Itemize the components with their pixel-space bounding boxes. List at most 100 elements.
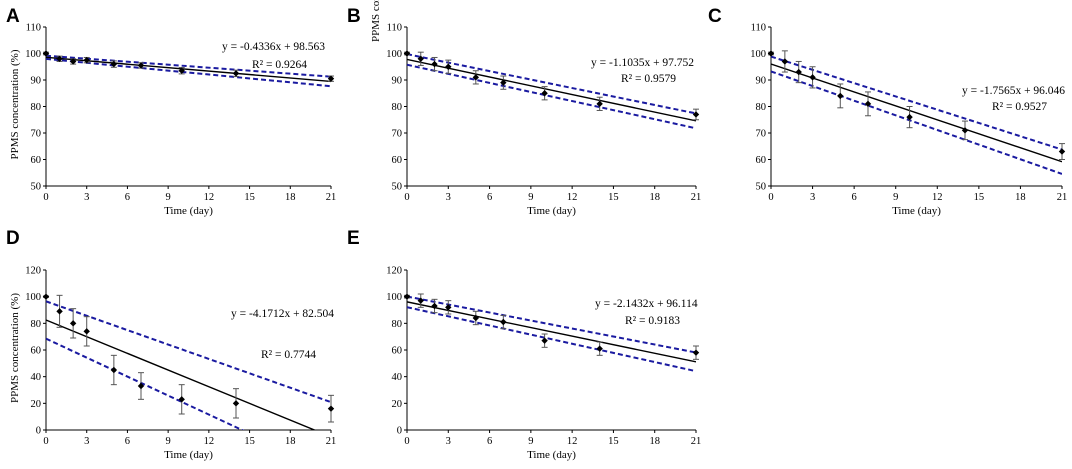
y-tick-label-b: 70 — [392, 129, 403, 140]
y-tick-label-c: 60 — [756, 155, 767, 166]
data-point-b — [500, 79, 507, 86]
x-tick-label-c: 9 — [893, 192, 898, 203]
x-tick-label-b: 15 — [608, 192, 619, 203]
data-point-c — [781, 58, 789, 65]
data-point-e — [403, 293, 411, 300]
data-point-e — [445, 304, 452, 311]
data-point-c — [1058, 148, 1066, 155]
x-tick-label-c: 18 — [1015, 192, 1026, 203]
data-point-b — [472, 74, 480, 81]
panel-letter-e: E — [347, 228, 360, 249]
data-point-c — [864, 100, 872, 108]
equation-label-c: y = -1.7565x + 96.046 — [962, 85, 1065, 97]
x-tick-label-a: 12 — [204, 192, 215, 203]
data-point-b — [692, 111, 700, 118]
ci-lower-line-d — [46, 337, 245, 430]
y-tick-label-a: 110 — [26, 23, 41, 34]
data-point-a — [42, 50, 50, 57]
y-tick-label-e: 80 — [392, 319, 403, 330]
y-axis-title-a: PPMS concentration (%) — [9, 49, 21, 159]
panel-letter-b: B — [347, 6, 361, 27]
data-point-d — [327, 405, 335, 412]
y-axis-title-e: PPMS concentration (%) — [370, 0, 382, 42]
y-tick-label-a: 100 — [25, 49, 41, 60]
x-tick-label-a: 21 — [326, 192, 337, 203]
x-tick-label-e: 3 — [446, 436, 451, 447]
equation-label-a: y = -0.4336x + 98.563 — [222, 41, 325, 53]
ci-upper-line-b — [407, 53, 696, 115]
y-tick-label-e: 40 — [392, 372, 403, 383]
data-point-c — [767, 50, 775, 57]
x-tick-label-e: 12 — [567, 436, 578, 447]
data-point-e — [472, 314, 480, 322]
x-tick-label-c: 3 — [810, 192, 815, 203]
x-tick-label-b: 21 — [691, 192, 702, 203]
fit-line-c — [771, 63, 1062, 163]
data-point-c — [809, 74, 816, 81]
x-tick-label-a: 0 — [43, 192, 48, 203]
y-tick-label-b: 90 — [392, 76, 403, 87]
panel-d: D 0 20 40 60 80 100 120 0 3 6 9 12 15 18 21 Time (day) PP… — [6, 228, 336, 461]
y-tick-label-c: 50 — [756, 182, 767, 193]
x-tick-label-a: 9 — [166, 192, 171, 203]
data-point-b — [431, 60, 438, 68]
x-axis-title-e: Time (day) — [527, 449, 576, 461]
x-axis-title-d: Time (day) — [164, 449, 213, 461]
y-tick-label-b: 60 — [392, 155, 403, 166]
panel-letter-a: A — [6, 6, 20, 27]
y-tick-label-d: 120 — [25, 266, 41, 277]
data-point-b — [403, 50, 411, 57]
y-tick-label-c: 90 — [756, 76, 767, 87]
fit-group-c — [771, 55, 1062, 175]
data-point-e — [692, 349, 700, 356]
y-tick-label-c: 80 — [756, 102, 767, 113]
x-tick-label-b: 18 — [649, 192, 660, 203]
data-point-c — [961, 127, 969, 134]
ci-upper-line-c — [771, 55, 1062, 151]
x-tick-label-d: 3 — [84, 436, 89, 447]
y-tick-label-e: 20 — [392, 399, 403, 410]
data-point-c — [837, 92, 844, 100]
y-tick-label-d: 100 — [25, 292, 41, 303]
data-point-e — [431, 302, 438, 310]
ci-lower-line-b — [407, 63, 696, 130]
x-tick-label-c: 0 — [768, 192, 773, 203]
y-axis-title-d: PPMS concentration (%) — [9, 293, 21, 403]
x-tick-label-a: 3 — [84, 192, 89, 203]
ci-upper-line-e — [407, 295, 696, 354]
y-tick-label-b: 80 — [392, 102, 403, 113]
panel-letter-c: C — [708, 6, 722, 27]
ci-upper-line-d — [46, 300, 331, 404]
fit-group-d — [46, 300, 331, 430]
y-tick-label-c: 70 — [756, 129, 767, 140]
y-tick-label-d: 60 — [31, 346, 42, 357]
fit-line-b — [407, 58, 696, 122]
data-point-e — [541, 337, 548, 344]
panel-letter-d: D — [6, 228, 20, 249]
fit-group-a — [46, 54, 331, 88]
y-tick-label-a: 80 — [31, 102, 42, 113]
data-point-d — [69, 320, 77, 327]
y-tick-label-b: 110 — [387, 23, 402, 34]
y-tick-label-d: 40 — [31, 372, 42, 383]
x-tick-label-e: 18 — [649, 436, 660, 447]
data-point-e — [596, 345, 603, 352]
r2-label-e: R² = 0.9183 — [625, 315, 680, 327]
panel-a: A 50 60 70 80 90 100 110 0 3 6 9 12 15 18 21 Time (day) P… — [6, 6, 336, 217]
x-tick-label-c: 6 — [852, 192, 857, 203]
equation-label-d: y = -4.1712x + 82.504 — [231, 308, 334, 320]
x-tick-label-c: 15 — [974, 192, 985, 203]
data-point-c — [795, 68, 802, 76]
x-tick-label-d: 18 — [285, 436, 296, 447]
x-tick-label-a: 6 — [125, 192, 130, 203]
y-tick-label-a: 70 — [31, 129, 42, 140]
data-point-e — [500, 318, 507, 326]
y-tick-label-d: 0 — [36, 426, 41, 437]
fit-group-e — [407, 295, 696, 373]
x-axis-title-b: Time (day) — [527, 205, 576, 217]
y-tick-label-e: 0 — [397, 426, 402, 437]
fit-line-d — [46, 319, 317, 430]
